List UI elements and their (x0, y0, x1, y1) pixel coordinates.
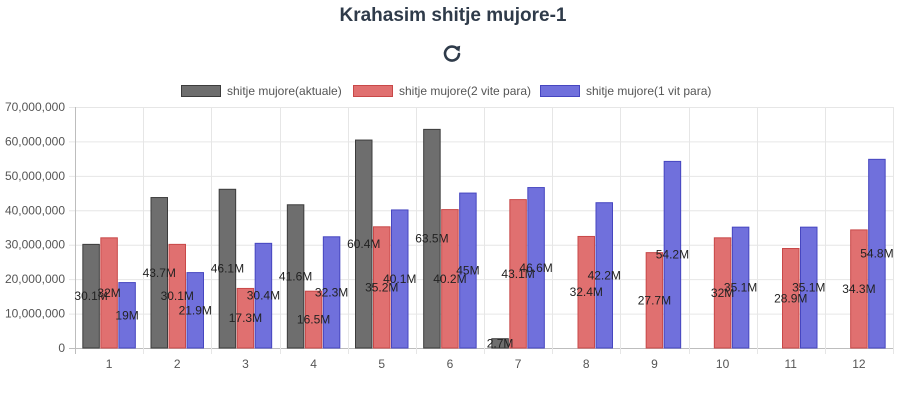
data-label: 42.2M (588, 268, 621, 282)
data-label: 16.5M (297, 313, 330, 327)
x-tick-label: 2 (174, 357, 181, 371)
bar-3 (800, 226, 818, 349)
legend-item-series-2[interactable]: shitje mujore(2 vite para) (353, 83, 531, 99)
legend-swatch (181, 85, 221, 97)
bar-2 (373, 226, 391, 349)
bar-3 (391, 209, 409, 349)
bar-3 (527, 187, 545, 349)
bar-3 (663, 160, 682, 349)
data-label: 35.2M (365, 280, 398, 294)
data-label: 46.6M (519, 261, 552, 275)
bar-2 (236, 287, 255, 349)
data-label: 63.5M (415, 232, 448, 246)
bar-1 (423, 128, 441, 349)
data-label: 35.1M (792, 281, 825, 295)
bar-1 (218, 188, 237, 349)
legend-label: shitje mujore(2 vite para) (399, 84, 532, 98)
bar-3 (186, 272, 204, 349)
data-label: 40.2M (433, 272, 466, 286)
bar-2 (100, 237, 118, 349)
data-label: 32M (97, 286, 120, 300)
legend-swatch (540, 85, 580, 97)
y-tick-label: 50,000,000 (5, 169, 65, 183)
x-tick-label: 9 (651, 357, 658, 371)
bar-3 (595, 202, 613, 349)
data-label: 54.2M (656, 248, 689, 262)
legend-label: shitje mujore(aktuale) (227, 84, 342, 98)
y-tick-label: 40,000,000 (5, 203, 65, 217)
bar-1 (355, 139, 373, 349)
bar-2 (713, 237, 732, 349)
legend-item-series-1[interactable]: shitje mujore(aktuale) (181, 83, 342, 99)
x-tick-label: 11 (785, 357, 798, 371)
data-label: 32.4M (570, 285, 603, 299)
data-label: 32M (711, 286, 734, 300)
legend-swatch (353, 85, 393, 97)
chart-legend: shitje mujore(aktuale) shitje mujore(2 v… (0, 83, 906, 99)
data-label: 27.7M (638, 293, 671, 307)
x-tick-label: 1 (106, 357, 113, 371)
data-label: 41.6M (279, 269, 312, 283)
x-tick-label: 12 (852, 357, 866, 371)
bar-3 (459, 192, 477, 349)
x-tick-label: 4 (310, 357, 317, 371)
x-tick-label: 7 (515, 357, 522, 371)
data-label: 35.1M (724, 281, 757, 295)
x-tick-label: 6 (447, 357, 454, 371)
y-tick-label: 10,000,000 (5, 307, 65, 321)
data-label: 30.1M (74, 289, 107, 303)
data-label: 17.3M (229, 311, 262, 325)
y-tick-label: 0 (58, 341, 65, 355)
y-tick-label: 30,000,000 (5, 238, 65, 252)
data-label: 32.3M (315, 285, 348, 299)
bar-3 (322, 236, 341, 349)
data-label: 19M (115, 308, 138, 322)
data-label: 43.7M (143, 266, 176, 280)
refresh-icon[interactable] (442, 43, 462, 63)
legend-item-series-3[interactable]: shitje mujore(1 vit para) (540, 83, 711, 99)
data-label: 2.7M (487, 336, 514, 350)
bar-1 (82, 243, 100, 349)
bar-3 (731, 226, 750, 349)
data-label: 40.1M (383, 272, 416, 286)
bar-3 (118, 282, 136, 349)
bar-2 (304, 290, 323, 349)
y-tick-label: 20,000,000 (5, 272, 65, 286)
data-label: 45M (456, 264, 479, 278)
bar-2 (645, 252, 664, 349)
data-label: 34.3M (842, 282, 875, 296)
bar-3 (254, 242, 273, 349)
bar-3 (868, 158, 886, 349)
legend-label: shitje mujore(1 vit para) (586, 84, 712, 98)
bar-2 (441, 209, 459, 349)
y-tick-label: 70,000,000 (5, 100, 65, 114)
bar-1 (286, 204, 305, 349)
data-label: 54.8M (860, 247, 893, 261)
x-tick-label: 10 (716, 357, 730, 371)
bar-2 (509, 199, 527, 349)
data-label: 46.1M (211, 262, 244, 276)
data-label: 30.1M (161, 289, 194, 303)
data-label: 21.9M (179, 303, 212, 317)
chart-title: Krahasim shitje mujore-1 (339, 5, 567, 26)
bar-2 (782, 248, 800, 349)
x-tick-label: 8 (583, 357, 590, 371)
data-label: 60.4M (347, 237, 380, 251)
data-label: 43.1M (501, 267, 534, 281)
bar-2 (168, 243, 186, 349)
bar-1 (491, 338, 509, 349)
x-tick-label: 5 (378, 357, 385, 371)
y-tick-label: 60,000,000 (5, 134, 65, 148)
bar-2 (850, 229, 868, 349)
data-label: 28.9M (774, 291, 807, 305)
data-label: 30.4M (247, 289, 280, 303)
bar-2 (577, 235, 595, 349)
bar-1 (150, 197, 168, 349)
x-tick-label: 3 (242, 357, 249, 371)
